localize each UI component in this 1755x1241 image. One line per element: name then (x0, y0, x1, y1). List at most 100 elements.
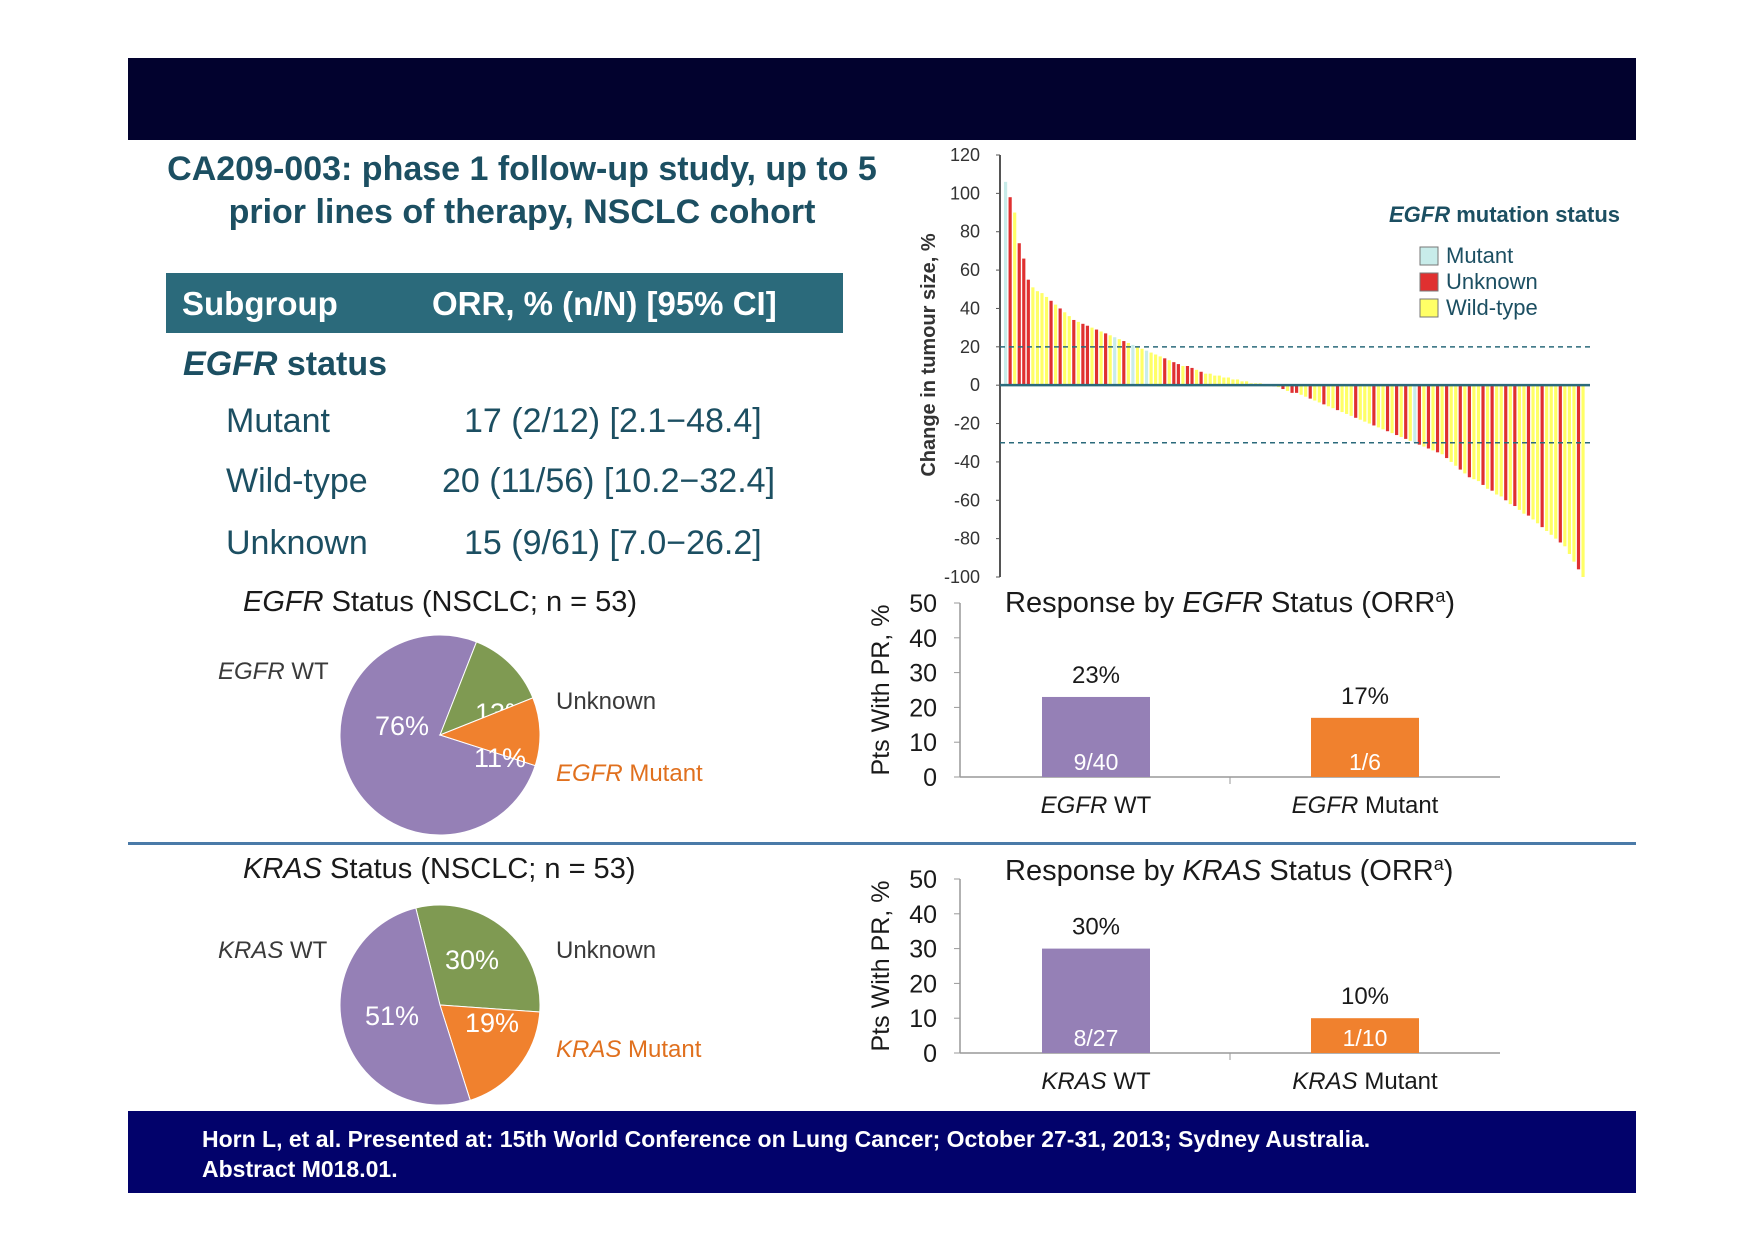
waterfall-bar (1035, 291, 1040, 386)
bar-chart-y-tick-label: 40 (909, 901, 937, 929)
section-italic: EGFR (183, 345, 278, 383)
bar-chart-ylabel: Pts With PR, % (867, 605, 895, 776)
egfr-pie-title-italic: EGFR (243, 586, 324, 618)
response-bar (1042, 696, 1150, 777)
legend-label-unknown: Unknown (1446, 269, 1538, 294)
waterfall-bar (1190, 367, 1194, 386)
pie-slice-percent: 19% (465, 1008, 519, 1038)
waterfall-bar (1208, 373, 1212, 386)
waterfall-bar (1395, 385, 1399, 436)
waterfall-bar (1044, 296, 1049, 386)
waterfall-bar (1222, 377, 1226, 386)
waterfall-bar (1144, 350, 1149, 386)
bar-chart-y-tick-label: 40 (909, 625, 937, 653)
waterfall-bar (1154, 354, 1158, 386)
waterfall-bar (1322, 385, 1326, 405)
response-bar (1042, 948, 1150, 1053)
kras-response-chart: Response by KRAS Status (ORRa) Pts With P… (867, 854, 1500, 1095)
waterfall-bar (1299, 385, 1303, 395)
row-value-unknown: 15 (9/61) [7.0−26.2] (464, 524, 762, 562)
pie-slice (339, 634, 536, 836)
pie-slice (439, 641, 534, 736)
response-bar-value-label: 30% (1072, 914, 1120, 941)
table-header: Subgroup ORR, % (n/N) [95% CI] (166, 273, 843, 333)
response-bar-inner-label: 1/6 (1349, 749, 1381, 775)
waterfall-bar (1331, 385, 1335, 409)
waterfall-y-tick-label: 60 (960, 260, 980, 280)
section-divider (128, 842, 1636, 845)
waterfall-bar (1567, 385, 1571, 554)
waterfall-bar (1308, 385, 1312, 399)
waterfall-y-tick-label: 0 (970, 375, 980, 395)
legend-title: EGFR mutation status (1389, 202, 1620, 227)
waterfall-chart: Change in tumour size, % 120 100 80 60 40 20 0… (918, 145, 1620, 587)
citation-footer: Horn L, et al. Presented at: 15th World … (128, 1111, 1636, 1193)
waterfall-y-tick-label: 40 (960, 298, 980, 318)
waterfall-y-tick-label: -100 (944, 567, 980, 587)
waterfall-bar (1113, 337, 1117, 386)
bar-chart-y-tick-label: 20 (909, 970, 937, 998)
waterfall-bar (1390, 385, 1394, 434)
waterfall-bar (1545, 385, 1549, 531)
waterfall-bar (1163, 358, 1167, 386)
egfr-response-chart: Response by EGFR Status (ORRa) Pts With P… (867, 586, 1500, 819)
waterfall-y-tick-label: -40 (954, 452, 980, 472)
waterfall-y-tick-label: 80 (960, 222, 980, 242)
waterfall-bar (1413, 385, 1417, 443)
waterfall-bar (1072, 319, 1076, 386)
waterfall-bar (1122, 341, 1126, 386)
waterfall-bar (1290, 385, 1294, 393)
waterfall-bar (1467, 385, 1471, 478)
waterfall-bar (1167, 360, 1171, 386)
waterfall-bar (1463, 385, 1467, 474)
waterfall-bar (1067, 316, 1071, 386)
response-bar (1311, 717, 1419, 777)
citation-line2: Abstract M018.01. (202, 1156, 398, 1182)
response-bar-value-label: 23% (1072, 662, 1120, 689)
waterfall-bar (1335, 385, 1340, 411)
waterfall-bar (1099, 331, 1103, 386)
waterfall-bar (1435, 385, 1440, 453)
bar-chart-title: Response by KRAS Status (ORRa) (1005, 854, 1453, 887)
response-bar (1311, 1018, 1419, 1053)
kras-pie-label-wt: KRAS WT (218, 937, 328, 964)
waterfall-bar (1576, 385, 1581, 570)
waterfall-bar (1004, 181, 1008, 386)
waterfall-bar (1531, 385, 1535, 520)
waterfall-bar (1090, 327, 1094, 386)
waterfall-bar (1226, 377, 1230, 386)
bar-chart-ylabel: Pts With PR, % (867, 881, 895, 1052)
waterfall-bar (1385, 385, 1390, 432)
waterfall-bar (1172, 362, 1176, 386)
waterfall-bar (1022, 258, 1026, 386)
waterfall-bar (1349, 385, 1353, 416)
waterfall-bars (1004, 181, 1585, 577)
waterfall-bar (1235, 379, 1240, 386)
waterfall-y-ticks: 120 100 80 60 40 20 0 -20 -40 -60 -80 -100 (944, 145, 1000, 587)
waterfall-bar (1422, 385, 1426, 447)
kras-pie-label-mutant: KRAS Mutant (556, 1036, 702, 1063)
waterfall-bar (1081, 323, 1085, 386)
response-bar-category-label: EGFR WT (1041, 792, 1152, 819)
pie-slice-percent: 51% (365, 1001, 419, 1031)
waterfall-bar (1176, 364, 1180, 386)
waterfall-bar (1499, 385, 1503, 497)
waterfall-y-tick-label: 100 (950, 183, 980, 203)
waterfall-bar (1572, 385, 1576, 562)
waterfall-bar (1426, 385, 1431, 449)
legend-swatch-wildtype (1419, 298, 1439, 318)
waterfall-bar (1445, 385, 1449, 459)
waterfall-bar (1104, 333, 1108, 386)
pie-slice-percent: 30% (445, 945, 499, 975)
waterfall-bar (1367, 385, 1371, 424)
pie-slice (439, 1004, 541, 1101)
pie-slice (339, 907, 471, 1106)
waterfall-bar (1181, 366, 1185, 386)
waterfall-bar (1013, 212, 1017, 386)
waterfall-bar (1213, 375, 1217, 386)
waterfall-bar (1481, 385, 1485, 485)
egfr-pie-title-rest: Status (NSCLC; n = 53) (323, 586, 638, 618)
waterfall-bar (1094, 329, 1099, 386)
waterfall-bar (1194, 369, 1199, 386)
waterfall-bar (1540, 385, 1544, 528)
